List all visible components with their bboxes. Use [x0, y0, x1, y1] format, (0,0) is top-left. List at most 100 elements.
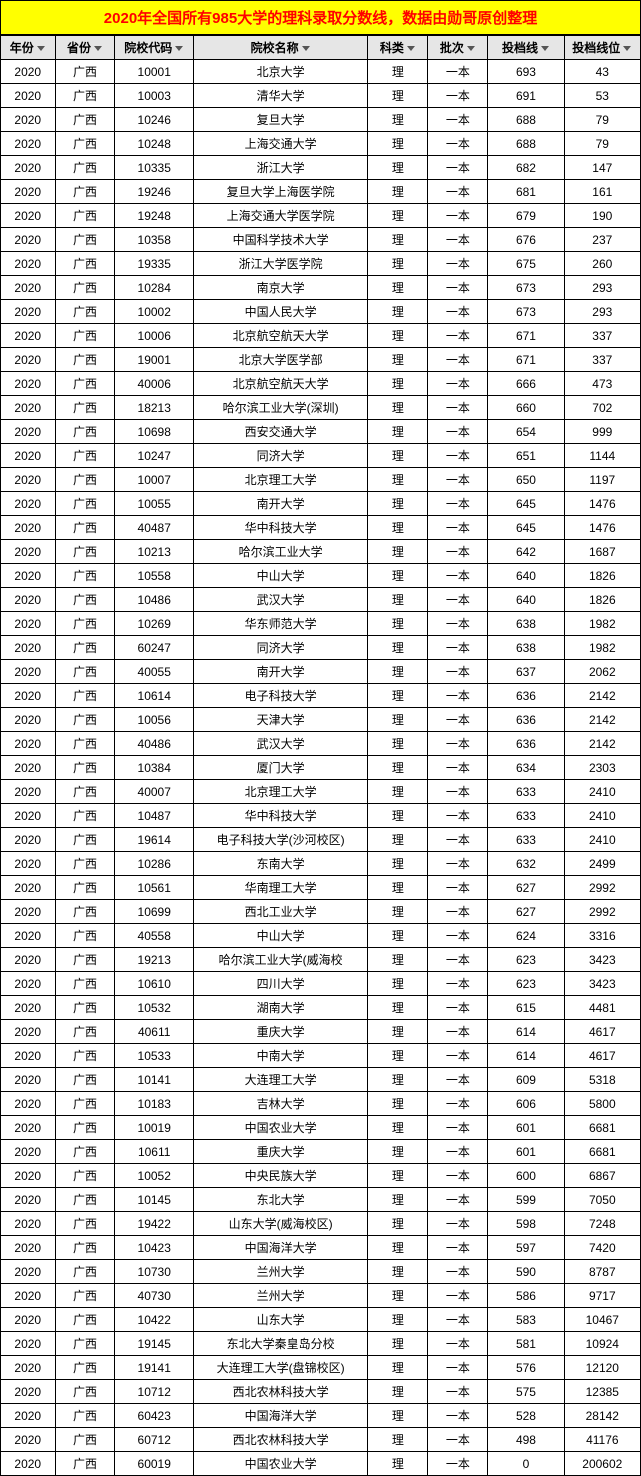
- col-header-label: 批次: [440, 41, 464, 55]
- col-header-prov[interactable]: 省份: [55, 36, 115, 60]
- col-header-label: 投档线位: [572, 41, 620, 55]
- cell-code: 60247: [115, 636, 194, 660]
- cell-subj: 理: [368, 300, 428, 324]
- cell-year: 2020: [1, 1308, 56, 1332]
- cell-rank: 2410: [564, 828, 640, 852]
- table-row: 2020广西10730兰州大学理一本5908787: [1, 1260, 641, 1284]
- col-header-year[interactable]: 年份: [1, 36, 56, 60]
- cell-rank: 161: [564, 180, 640, 204]
- cell-code: 10335: [115, 156, 194, 180]
- cell-batch: 一本: [428, 156, 488, 180]
- col-header-batch[interactable]: 批次: [428, 36, 488, 60]
- cell-year: 2020: [1, 636, 56, 660]
- cell-rank: 5800: [564, 1092, 640, 1116]
- cell-rank: 12120: [564, 1356, 640, 1380]
- cell-year: 2020: [1, 180, 56, 204]
- cell-prov: 广西: [55, 1212, 115, 1236]
- filter-icon[interactable]: [301, 44, 311, 53]
- cell-code: 10248: [115, 132, 194, 156]
- cell-batch: 一本: [428, 1260, 488, 1284]
- cell-year: 2020: [1, 924, 56, 948]
- filter-icon[interactable]: [466, 44, 476, 53]
- cell-code: 10284: [115, 276, 194, 300]
- cell-name: 中国科学技术大学: [193, 228, 367, 252]
- cell-subj: 理: [368, 1044, 428, 1068]
- cell-code: 10699: [115, 900, 194, 924]
- cell-year: 2020: [1, 1404, 56, 1428]
- cell-batch: 一本: [428, 1044, 488, 1068]
- filter-icon[interactable]: [406, 44, 416, 53]
- cell-batch: 一本: [428, 324, 488, 348]
- cell-code: 19335: [115, 252, 194, 276]
- cell-rank: 1982: [564, 612, 640, 636]
- cell-code: 19141: [115, 1356, 194, 1380]
- cell-prov: 广西: [55, 852, 115, 876]
- cell-year: 2020: [1, 1020, 56, 1044]
- cell-rank: 200602: [564, 1452, 640, 1476]
- cell-code: 10487: [115, 804, 194, 828]
- table-row: 2020广西19248上海交通大学医学院理一本679190: [1, 204, 641, 228]
- cell-name: 中国海洋大学: [193, 1236, 367, 1260]
- cell-name: 南京大学: [193, 276, 367, 300]
- cell-code: 10052: [115, 1164, 194, 1188]
- cell-prov: 广西: [55, 1236, 115, 1260]
- col-header-name[interactable]: 院校名称: [193, 36, 367, 60]
- table-row: 2020广西60423中国海洋大学理一本52828142: [1, 1404, 641, 1428]
- cell-rank: 702: [564, 396, 640, 420]
- cell-score: 675: [488, 252, 564, 276]
- cell-code: 10712: [115, 1380, 194, 1404]
- cell-name: 同济大学: [193, 636, 367, 660]
- cell-batch: 一本: [428, 540, 488, 564]
- cell-year: 2020: [1, 1380, 56, 1404]
- cell-name: 浙江大学: [193, 156, 367, 180]
- cell-prov: 广西: [55, 1044, 115, 1068]
- cell-prov: 广西: [55, 636, 115, 660]
- cell-name: 哈尔滨工业大学(威海校: [193, 948, 367, 972]
- cell-rank: 5318: [564, 1068, 640, 1092]
- filter-icon[interactable]: [93, 44, 103, 53]
- filter-icon[interactable]: [540, 44, 550, 53]
- cell-score: 583: [488, 1308, 564, 1332]
- cell-prov: 广西: [55, 780, 115, 804]
- table-row: 2020广西10611重庆大学理一本6016681: [1, 1140, 641, 1164]
- cell-year: 2020: [1, 708, 56, 732]
- filter-icon[interactable]: [174, 44, 184, 53]
- cell-code: 10384: [115, 756, 194, 780]
- cell-batch: 一本: [428, 1284, 488, 1308]
- col-header-score[interactable]: 投档线: [488, 36, 564, 60]
- cell-score: 636: [488, 708, 564, 732]
- cell-name: 湖南大学: [193, 996, 367, 1020]
- cell-score: 651: [488, 444, 564, 468]
- cell-name: 电子科技大学(沙河校区): [193, 828, 367, 852]
- col-header-code[interactable]: 院校代码: [115, 36, 194, 60]
- cell-prov: 广西: [55, 900, 115, 924]
- cell-prov: 广西: [55, 1452, 115, 1476]
- cell-subj: 理: [368, 468, 428, 492]
- filter-icon[interactable]: [36, 44, 46, 53]
- cell-rank: 1982: [564, 636, 640, 660]
- cell-rank: 999: [564, 420, 640, 444]
- table-row: 2020广西40487华中科技大学理一本6451476: [1, 516, 641, 540]
- cell-code: 10001: [115, 60, 194, 84]
- cell-code: 10561: [115, 876, 194, 900]
- cell-year: 2020: [1, 1356, 56, 1380]
- cell-prov: 广西: [55, 1356, 115, 1380]
- filter-icon[interactable]: [622, 44, 632, 53]
- cell-prov: 广西: [55, 1380, 115, 1404]
- col-header-label: 院校名称: [251, 41, 299, 55]
- cell-year: 2020: [1, 1164, 56, 1188]
- cell-year: 2020: [1, 1116, 56, 1140]
- col-header-rank[interactable]: 投档线位: [564, 36, 640, 60]
- col-header-subj[interactable]: 科类: [368, 36, 428, 60]
- cell-year: 2020: [1, 324, 56, 348]
- cell-code: 40611: [115, 1020, 194, 1044]
- cell-name: 西北农林科技大学: [193, 1380, 367, 1404]
- cell-year: 2020: [1, 372, 56, 396]
- cell-code: 10269: [115, 612, 194, 636]
- cell-score: 640: [488, 588, 564, 612]
- cell-rank: 1476: [564, 516, 640, 540]
- cell-year: 2020: [1, 348, 56, 372]
- cell-code: 10611: [115, 1140, 194, 1164]
- cell-prov: 广西: [55, 60, 115, 84]
- cell-year: 2020: [1, 132, 56, 156]
